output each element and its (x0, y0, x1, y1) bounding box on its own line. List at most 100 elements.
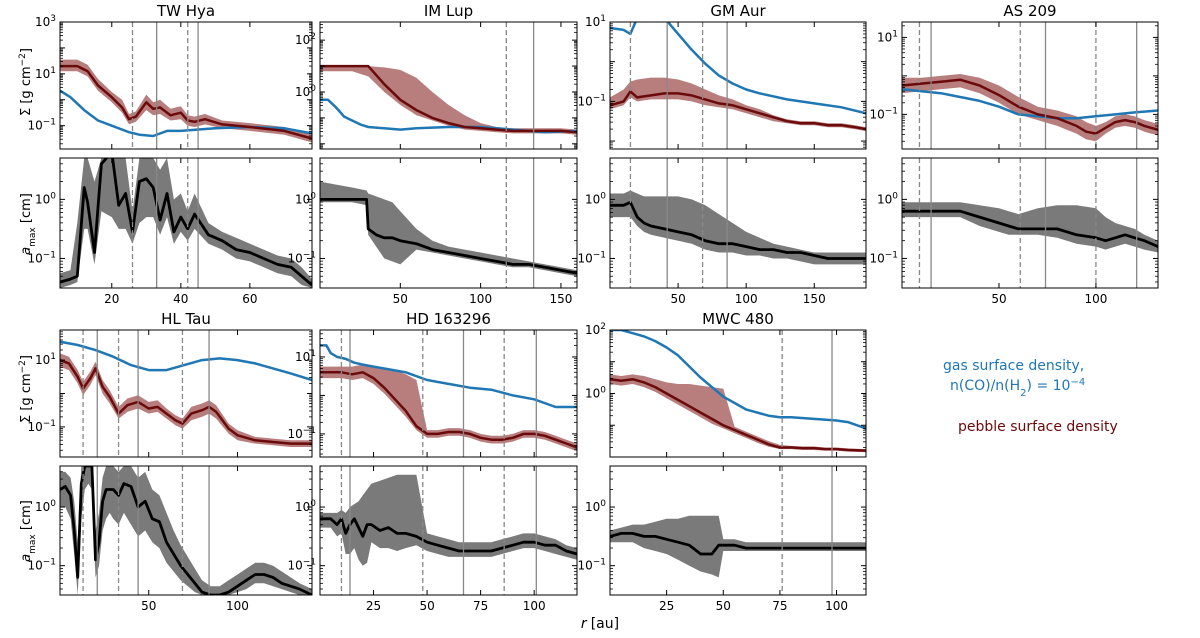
sigma-axes: 10−1 101 (577, 14, 867, 150)
legend: gas surface density, n(CO)/n(H2) = 10−4 … (943, 358, 1118, 435)
y-tick-label: 10−1 (869, 106, 898, 121)
sigma-frame (901, 21, 1159, 150)
x-tick-label: 100 (469, 292, 492, 306)
x-tick-label: 150 (803, 292, 826, 306)
y-tick-label: 100 (295, 499, 316, 514)
gas-surface-density-line (320, 344, 577, 409)
pebble-uncertainty-band (902, 74, 1158, 142)
sigma-plot-area (610, 330, 866, 457)
sigma-plot-area (60, 330, 312, 457)
amax-axes: 10−1 100 50 100 (869, 157, 1159, 306)
amax-uncertainty-band (320, 474, 577, 566)
amax-axes: 10−1 100 50 100 (27, 465, 313, 613)
y-tick-label: 101 (585, 14, 606, 29)
sigma-plot-area (610, 22, 866, 149)
pebble-uncertainty-band (610, 374, 866, 453)
x-tick-label: 50 (670, 292, 685, 306)
y-tick-label: 100 (585, 386, 606, 401)
x-tick-label: 50 (141, 599, 156, 613)
x-tick-label: 20 (104, 292, 119, 306)
x-tick-label: 100 (226, 599, 249, 613)
panel-hd-163296: HD 163296 10−1 101 10−1 100 25 50 75 100 (287, 310, 578, 613)
panel-title: GM Aur (710, 2, 766, 20)
y-tick-label: 10−1 (577, 93, 606, 108)
pebble-surface-density-line (320, 371, 577, 449)
amax-uncertainty-band (902, 202, 1158, 253)
gas-surface-density-line (60, 340, 312, 382)
y-tick-label: 103 (35, 14, 56, 29)
sigma-plot-area (60, 22, 312, 149)
sigma-plot-area (320, 330, 577, 457)
sigma-frame (319, 329, 578, 458)
panel-mwc-480: MWC 480 100 102 10−1 100 25 50 75 100 (577, 310, 867, 613)
y-tick-label: 10−1 (287, 250, 316, 265)
sigma-ylabel-bottom: Σ [g cm−2] (18, 355, 34, 423)
sigma-frame (609, 329, 867, 458)
x-tick-label: 50 (716, 599, 731, 613)
y-tick-label: 10−1 (577, 250, 606, 265)
y-tick-label: 101 (35, 352, 56, 367)
gas-surface-density-line (320, 98, 577, 134)
y-tick-label: 10−1 (27, 419, 56, 434)
amax-line (610, 532, 866, 556)
y-tick-label: 102 (585, 322, 606, 337)
amax-plot-area (60, 158, 312, 288)
pebble-uncertainty-band (610, 77, 866, 132)
amax-ylabel-top: amax [cm] (19, 193, 38, 255)
pebble-surface-density-line (610, 90, 866, 131)
x-tick-label: 50 (393, 292, 408, 306)
pebble-surface-density-line (610, 377, 866, 452)
sigma-axes: 10−1 101 (287, 329, 578, 458)
amax-plot-area (902, 158, 1158, 288)
y-tick-label: 10−1 (27, 118, 56, 133)
x-axis-label: r [au] (581, 616, 619, 632)
amax-uncertainty-band (320, 181, 577, 277)
x-tick-label: 100 (825, 599, 848, 613)
x-tick-label: 25 (659, 599, 674, 613)
amax-ylabel-bottom: amax [cm] (19, 500, 38, 562)
y-tick-label: 10−1 (287, 426, 316, 441)
y-tick-label: 101 (295, 349, 316, 364)
panel-hl-tau: HL Tau 10−1 101 10−1 100 50 100 (27, 310, 313, 613)
sigma-frame (59, 21, 313, 150)
x-tick-label: 100 (523, 599, 546, 613)
panel-title: IM Lup (424, 2, 473, 20)
y-tick-label: 101 (877, 29, 898, 44)
sigma-frame (319, 21, 578, 150)
amax-axes: 10−1 100 50 100 150 (577, 157, 867, 306)
sigma-axes: 100 102 (585, 322, 867, 458)
y-tick-label: 100 (35, 191, 56, 206)
y-tick-label: 100 (295, 84, 316, 99)
x-tick-label: 50 (419, 599, 434, 613)
gas-surface-density-line (610, 330, 866, 430)
panel-title: MWC 480 (702, 310, 774, 328)
panel-im-lup: IM Lup 100 102 10−1 100 50 100 150 (287, 2, 578, 306)
amax-uncertainty-band (60, 466, 312, 595)
sigma-axes: 10−1 101 (27, 329, 313, 458)
x-tick-label: 75 (772, 599, 787, 613)
amax-plot-area (610, 158, 866, 288)
amax-axes: 10−1 100 25 50 75 100 (287, 465, 578, 613)
y-tick-label: 102 (295, 32, 316, 47)
panel-title: HL Tau (161, 310, 211, 328)
x-tick-label: 25 (366, 599, 381, 613)
y-tick-label: 10−1 (577, 558, 606, 573)
x-tick-label: 40 (173, 292, 188, 306)
sigma-plot-area (902, 22, 1158, 149)
x-tick-label: 150 (549, 292, 572, 306)
panel-as-209: AS 209 10−1 101 10−1 100 50 100 (869, 2, 1159, 306)
y-tick-label: 100 (295, 191, 316, 206)
amax-axes: 10−1 100 25 50 75 100 (577, 465, 867, 613)
x-tick-label: 60 (242, 292, 257, 306)
amax-plot-area (320, 466, 577, 595)
amax-plot-area (320, 158, 577, 288)
gas-surface-density-line (610, 22, 866, 115)
panel-gm-aur: GM Aur 10−1 101 10−1 100 50 100 150 (577, 2, 867, 306)
pebble-surface-density-line (902, 78, 1158, 135)
amax-plot-area (60, 466, 312, 595)
y-tick-label: 10−1 (27, 558, 56, 573)
y-tick-label: 10−1 (869, 250, 898, 265)
y-tick-label: 100 (585, 191, 606, 206)
legend-gas-line1: gas surface density, (943, 358, 1084, 374)
